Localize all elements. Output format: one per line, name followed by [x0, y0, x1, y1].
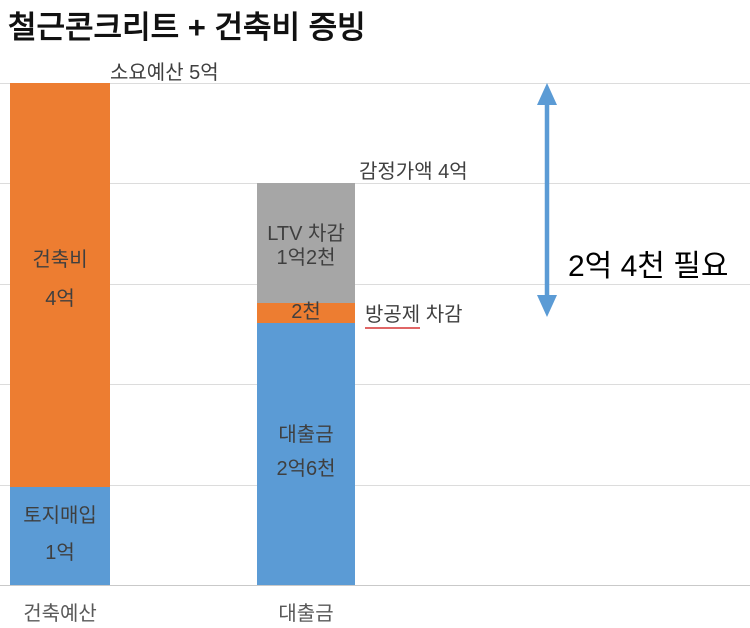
chart-title: 철근콘크리트 + 건축비 증빙 [8, 10, 366, 45]
double-arrow-icon [537, 83, 557, 317]
bar-segment-construction-cost: 건축비 4억 [10, 83, 110, 487]
callout-rest-text: 차감 [425, 304, 463, 326]
bar-segment-land-purchase: 토지매입 1억 [10, 487, 110, 585]
category-label-loan: 대출금 [278, 603, 334, 625]
bar-segment-loan: 대출금 2억6천 [257, 323, 355, 585]
gridline-5eok [0, 83, 750, 84]
bar-segment-bang-deduction: 2천 [257, 301, 355, 325]
bang-deduction-callout: 방공제 차감 [365, 298, 463, 329]
bar-segment-ltv-deduction: LTV 차감 1억2천 [257, 183, 355, 303]
segment-label-name: 건축비 [32, 249, 88, 271]
segment-label-name: 토지매입 [23, 505, 97, 527]
needed-amount-label: 2억 4천 필요 [568, 250, 729, 283]
segment-label-name: LTV 차감 [267, 223, 345, 245]
segment-label-value: 1억2천 [276, 247, 336, 269]
segment-label-value: 4억 [45, 288, 75, 310]
appraised-value-label: 감정가액 4억 [359, 161, 468, 183]
segment-label-name: 대출금 [278, 424, 334, 446]
segment-label-value: 1억 [45, 542, 75, 564]
x-axis-baseline [0, 585, 750, 586]
segment-label-value: 2억6천 [276, 458, 336, 480]
segment-label-value: 2천 [257, 301, 355, 325]
category-label-construction-budget: 건축예산 [23, 603, 97, 625]
gridline-1eok [0, 485, 750, 486]
required-budget-label: 소요예산 5억 [110, 62, 219, 84]
misspelled-text: 방공제 [365, 304, 421, 329]
gridline-3eok [0, 284, 750, 285]
gridline-4eok [0, 183, 750, 184]
gridline-2eok [0, 384, 750, 385]
misspelled-text: 2천 [289, 301, 323, 325]
gap-arrow [532, 80, 562, 320]
